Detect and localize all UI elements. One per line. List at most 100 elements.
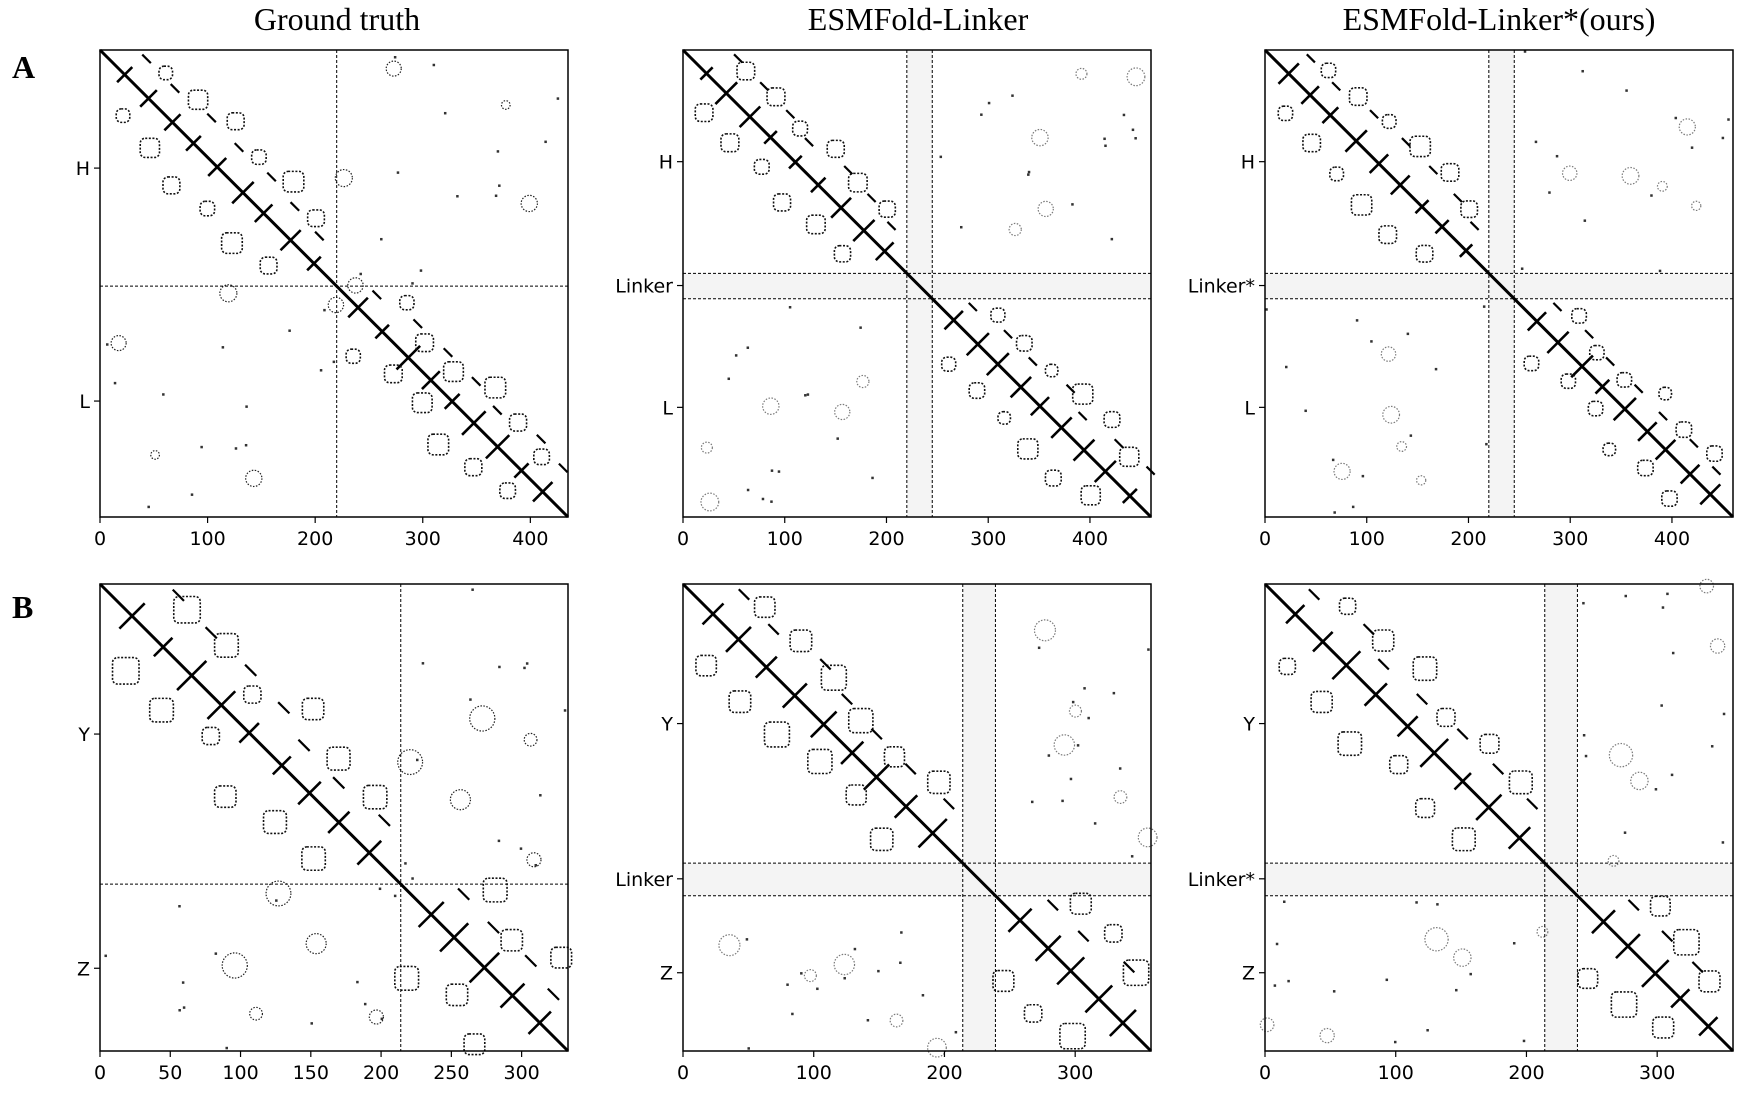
contact-speck <box>496 150 500 153</box>
x-tick-label: 100 <box>1378 1062 1414 1084</box>
sheet-pattern <box>772 193 792 212</box>
interdomain-contact <box>833 953 856 976</box>
contact-speck <box>1582 601 1585 605</box>
y-tick-label: Linker <box>615 869 673 891</box>
sheet-pattern <box>411 392 433 414</box>
strand-cross <box>1414 199 1430 215</box>
contact-speck <box>411 877 414 880</box>
diagonal-contacts <box>1263 48 1735 519</box>
y-tick-label: Z <box>660 963 673 985</box>
strand-cross <box>485 434 511 460</box>
interdomain-contact <box>1068 704 1083 718</box>
interdomain-contact <box>718 934 741 957</box>
sheet-pattern <box>345 348 362 365</box>
row-label-a: A <box>12 49 35 85</box>
plot-frame <box>1264 49 1734 518</box>
interdomain-contact <box>327 296 345 314</box>
strand-streak <box>289 201 300 212</box>
strand-streak <box>759 81 770 92</box>
sheet-pattern <box>201 726 221 746</box>
contact-speck <box>1093 822 1097 825</box>
interdomain-contact <box>1037 200 1054 218</box>
contact-speck <box>1275 942 1279 946</box>
x-tick-label: 100 <box>189 528 225 550</box>
interdomain-contact <box>385 60 402 77</box>
sheet-pattern <box>1658 386 1673 401</box>
y-tick-label: H <box>76 158 90 180</box>
sheet-pattern <box>1479 733 1500 754</box>
strand-cross <box>1331 650 1362 681</box>
interdomain-contact <box>1333 462 1351 481</box>
contact-speck <box>106 343 109 346</box>
interdomain-contact <box>368 1009 385 1025</box>
sheet-pattern <box>162 176 181 195</box>
sheet-pattern <box>550 946 573 969</box>
strand-cross <box>185 134 202 152</box>
sheet-pattern <box>220 231 244 255</box>
strand-streak <box>492 405 503 416</box>
strand-cross <box>1458 243 1474 258</box>
contact-speck <box>791 1012 794 1016</box>
contact-speck <box>1523 50 1527 53</box>
contact-speck <box>1469 972 1472 976</box>
x-tick-label: 400 <box>1654 528 1690 550</box>
strand-cross <box>306 255 322 272</box>
strand-cross <box>1009 376 1033 399</box>
contact-speck <box>806 393 810 396</box>
diagonal-contacts <box>98 582 570 1053</box>
sheet-pattern <box>1016 438 1039 460</box>
contact-speck <box>1658 269 1662 273</box>
sheet-pattern <box>1103 410 1121 429</box>
strand-streak <box>1308 588 1321 601</box>
contact-speck <box>836 437 839 440</box>
strand-cross <box>1594 378 1611 395</box>
strand-cross <box>809 710 838 739</box>
contact-speck <box>1118 767 1122 770</box>
strand-streak <box>1003 329 1013 340</box>
panel-b-esmfold-linker: 0 100 200 300 Y Linker Z <box>615 582 1158 1084</box>
contact-speck <box>1482 305 1486 308</box>
contact-speck <box>432 63 436 67</box>
contact-speck <box>1332 990 1336 993</box>
y-tick-label: Linker <box>615 276 673 298</box>
x-tick-label: 400 <box>1072 528 1108 550</box>
strand-cross <box>207 157 228 177</box>
contact-speck <box>1710 745 1714 748</box>
linker-band-vertical <box>1488 50 1515 517</box>
interdomain-contact <box>1678 118 1696 136</box>
contact-speck <box>363 1002 367 1006</box>
sheet-pattern <box>1440 162 1460 183</box>
sheet-pattern <box>445 983 469 1007</box>
strand-cross <box>1591 909 1616 935</box>
strand-streak <box>524 954 538 968</box>
interdomain-contact <box>397 749 424 776</box>
sheet-pattern <box>1023 1003 1043 1023</box>
y-tick-label: Linker* <box>1188 276 1255 298</box>
strand-cross <box>1029 396 1050 417</box>
strand-streak <box>1492 762 1505 775</box>
strand-streak <box>1633 383 1644 394</box>
contact-speck <box>1030 800 1034 804</box>
strand-cross <box>1056 956 1086 986</box>
sheet-pattern <box>940 356 957 372</box>
sheet-pattern <box>533 448 551 466</box>
contact-speck <box>1071 700 1075 704</box>
sheet-pattern <box>1409 135 1432 158</box>
interdomain-contact <box>110 334 127 352</box>
interdomain-contact <box>526 852 542 868</box>
contact-speck <box>556 97 560 100</box>
sheet-pattern <box>1329 166 1345 182</box>
strand-cross <box>1637 421 1658 442</box>
contact-speck <box>1333 511 1336 514</box>
sheet-pattern <box>878 200 897 219</box>
contact-speck <box>746 488 750 492</box>
contact-speck <box>1011 94 1014 97</box>
strand-cross <box>1084 984 1114 1014</box>
sheet-pattern <box>845 784 868 806</box>
sheet-pattern <box>1069 892 1093 915</box>
contact-speck <box>1061 799 1064 803</box>
x-tick-label: 50 <box>158 1062 182 1084</box>
strand-cross <box>1453 772 1472 791</box>
sheet-pattern <box>383 364 403 384</box>
contact-speck <box>900 931 903 934</box>
